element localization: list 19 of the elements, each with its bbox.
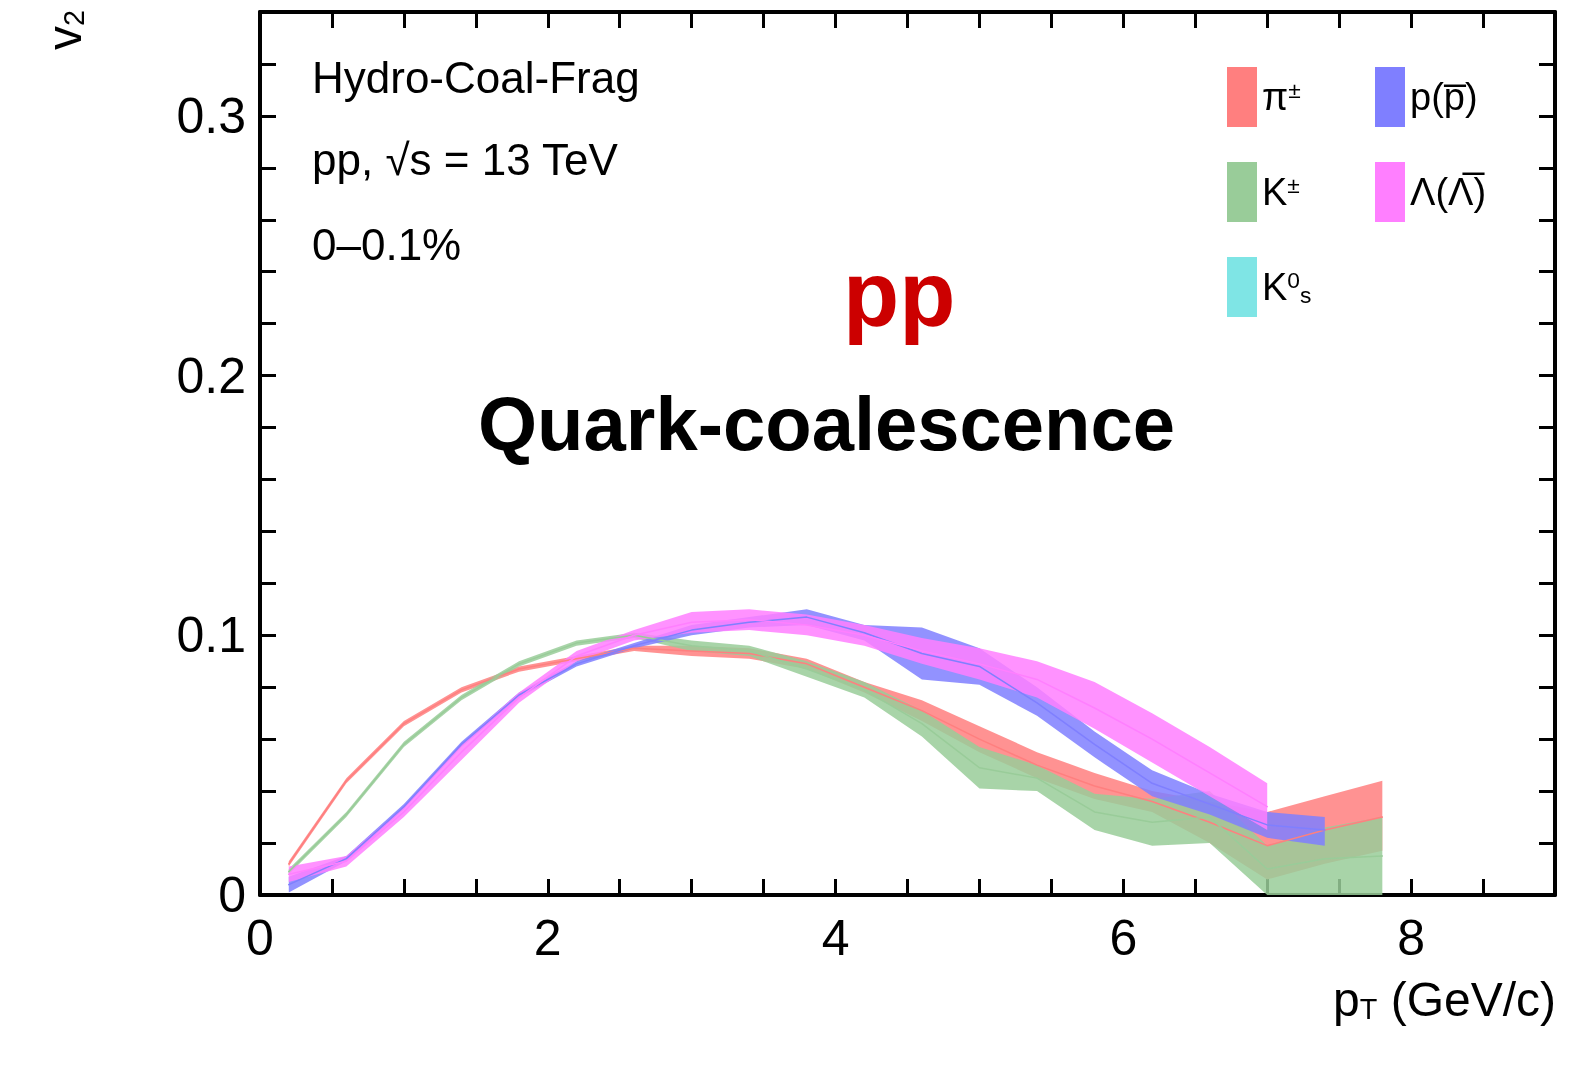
annotation: pp xyxy=(843,243,956,345)
y-tick-label: 0.1 xyxy=(176,607,246,664)
x-axis-title: pT (GeV/c) xyxy=(1333,972,1556,1026)
y-tick-label: 0.2 xyxy=(176,347,246,404)
legend-label: π± xyxy=(1262,76,1301,118)
x-tick-label: 2 xyxy=(533,910,562,966)
annotation: 0–0.1% xyxy=(312,219,462,269)
x-tick-label: 4 xyxy=(821,910,850,966)
legend-label: K± xyxy=(1262,171,1300,213)
y-tick-label: 0.3 xyxy=(176,87,246,144)
annotation: pp, √s = 13 TeV xyxy=(312,134,619,184)
y-tick-label: 0 xyxy=(218,867,246,923)
legend-label: Λ(Λ̅) xyxy=(1410,171,1487,213)
annotation: Quark-coalescence xyxy=(478,380,1176,466)
x-tick-label: 6 xyxy=(1109,910,1138,966)
y-axis-title: v2 xyxy=(37,10,91,51)
legend-label: p(p̅) xyxy=(1410,76,1478,118)
annotation: Hydro-Coal-Frag xyxy=(312,52,640,102)
x-tick-label: 8 xyxy=(1397,910,1426,966)
